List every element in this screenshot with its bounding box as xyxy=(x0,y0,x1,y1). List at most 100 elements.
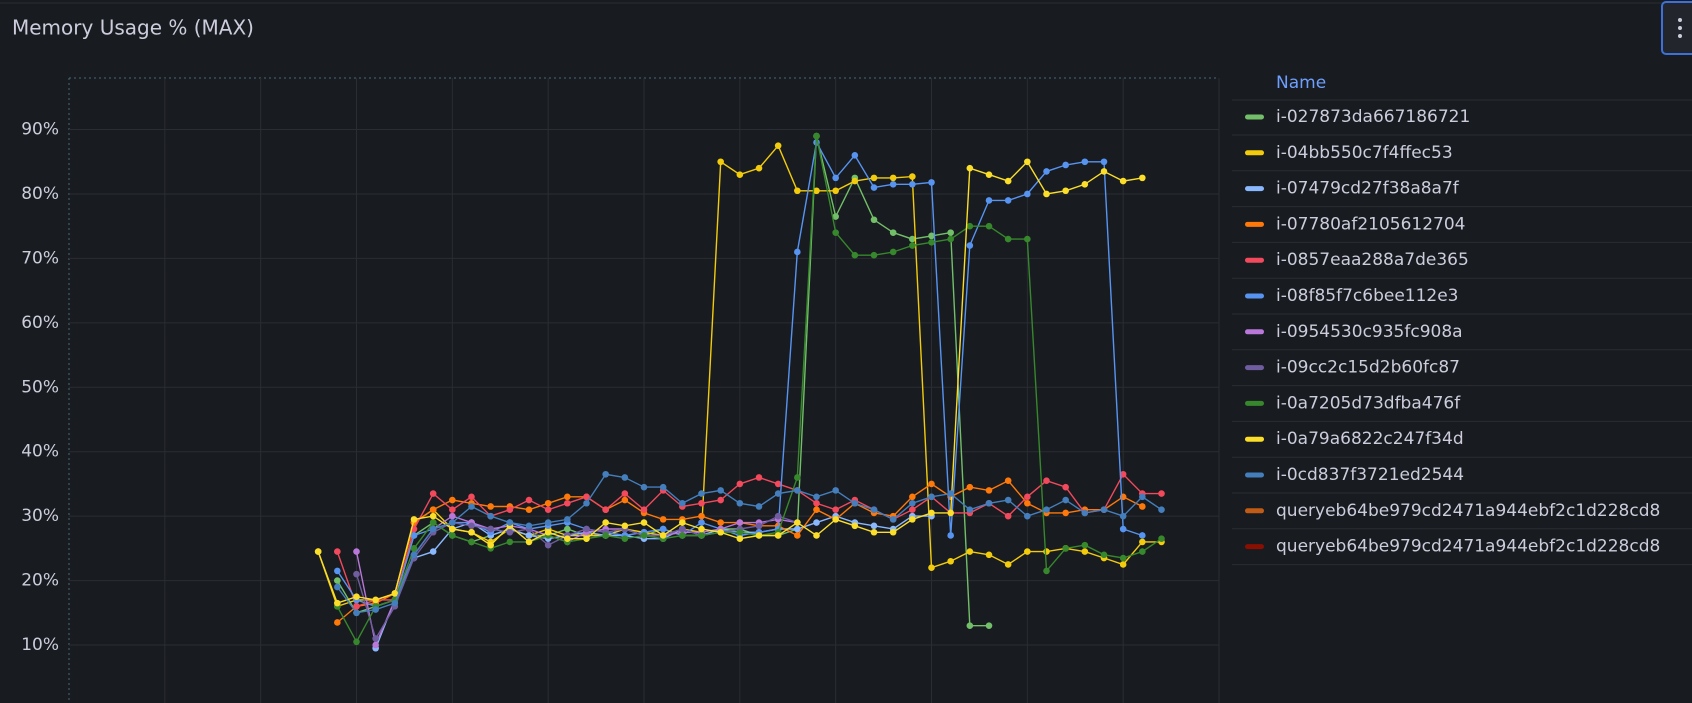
data-point xyxy=(1081,181,1089,188)
data-point xyxy=(966,483,974,491)
data-point xyxy=(429,512,437,520)
legend-swatch xyxy=(1245,436,1264,442)
data-point xyxy=(698,519,705,526)
data-point xyxy=(755,522,763,530)
data-point xyxy=(353,570,360,578)
data-point xyxy=(851,499,859,507)
legend-item[interactable]: i-0a79a6822c247f34d xyxy=(1232,429,1692,458)
data-point xyxy=(774,480,782,488)
data-point xyxy=(410,545,418,552)
data-point xyxy=(525,538,533,546)
data-point xyxy=(314,548,322,555)
data-point xyxy=(1043,548,1050,555)
data-point xyxy=(966,548,974,555)
data-point xyxy=(1004,477,1012,485)
legend-item[interactable]: i-0cd837f3721ed2544 xyxy=(1232,465,1692,494)
data-point xyxy=(794,187,801,195)
data-point xyxy=(1062,483,1069,491)
data-point xyxy=(564,516,571,523)
legend-item[interactable]: i-0954530c935fc908a xyxy=(1232,322,1692,351)
data-point xyxy=(449,512,456,520)
data-point xyxy=(717,528,724,536)
data-point xyxy=(1043,190,1050,198)
legend-item[interactable]: i-09cc2c15d2b60fc87 xyxy=(1232,358,1692,387)
data-point xyxy=(1043,506,1050,514)
legend-item[interactable]: queryeb64be979cd2471a944ebf2c1d228cd8 xyxy=(1232,501,1692,530)
legend-item[interactable]: i-04bb550c7f4ffec53 xyxy=(1232,143,1692,172)
data-point xyxy=(1139,538,1146,546)
data-point xyxy=(487,512,494,520)
legend-header[interactable]: Name xyxy=(1276,73,1326,93)
series-line xyxy=(336,135,1162,644)
data-point xyxy=(947,229,954,236)
data-point xyxy=(659,532,667,539)
data-point xyxy=(985,622,993,629)
data-point xyxy=(928,564,935,571)
data-point xyxy=(506,506,514,514)
data-point xyxy=(736,528,744,536)
series-line xyxy=(317,160,1143,604)
data-point xyxy=(794,519,801,526)
y-tick-label: 20% xyxy=(21,571,59,591)
data-point xyxy=(525,532,533,539)
legend-label: queryeb64be979cd2471a944ebf2c1d228cd8 xyxy=(1276,537,1660,557)
data-point xyxy=(1139,532,1146,539)
data-point xyxy=(870,528,878,536)
data-point xyxy=(525,496,533,504)
menu-button[interactable] xyxy=(1661,1,1692,55)
legend-label: i-0cd837f3721ed2544 xyxy=(1276,465,1464,485)
data-point xyxy=(870,184,878,191)
legend-item[interactable]: i-07780af2105612704 xyxy=(1232,214,1692,243)
data-point xyxy=(1081,158,1089,166)
data-point xyxy=(794,474,801,481)
legend-item[interactable]: i-08f85f7c6bee112e3 xyxy=(1232,286,1692,315)
panel-menu[interactable] xyxy=(1661,1,1692,55)
data-point xyxy=(583,525,590,533)
data-point xyxy=(870,216,878,224)
legend-swatch xyxy=(1245,365,1264,371)
legend-item[interactable]: i-027873da667186721 xyxy=(1232,107,1692,136)
legend-label: i-0a7205d73dfba476f xyxy=(1276,393,1461,413)
legend-label: i-0a79a6822c247f34d xyxy=(1276,429,1464,449)
data-point xyxy=(985,487,993,494)
data-point xyxy=(353,638,360,646)
data-point xyxy=(1062,496,1069,504)
panel-title: Memory Usage % (MAX) xyxy=(12,16,254,40)
legend-item[interactable]: i-0a7205d73dfba476f xyxy=(1232,393,1692,422)
data-point xyxy=(410,516,418,523)
data-point xyxy=(736,171,744,178)
data-point xyxy=(1158,490,1165,497)
data-point xyxy=(736,535,744,542)
data-point xyxy=(429,525,437,533)
legend-swatch xyxy=(1245,257,1264,263)
data-point xyxy=(794,525,801,533)
data-point xyxy=(410,551,418,559)
data-point xyxy=(698,512,705,520)
data-point xyxy=(755,532,763,539)
data-point xyxy=(985,197,993,204)
data-point xyxy=(813,519,820,526)
data-point xyxy=(506,528,514,536)
data-point xyxy=(1119,470,1127,478)
legend-label: i-0954530c935fc908a xyxy=(1276,322,1463,342)
data-point xyxy=(564,525,571,533)
data-point xyxy=(468,522,475,530)
data-point xyxy=(621,535,629,542)
data-point xyxy=(583,493,590,501)
data-point xyxy=(1004,177,1012,185)
data-point xyxy=(487,525,494,533)
data-point xyxy=(870,522,878,530)
legend-item[interactable]: i-0857eaa288a7de365 xyxy=(1232,250,1692,279)
data-point xyxy=(679,525,686,533)
legend-item[interactable]: i-07479cd27f38a8a7f xyxy=(1232,179,1692,208)
data-point xyxy=(736,519,744,526)
data-point xyxy=(909,235,916,243)
data-point xyxy=(870,174,878,182)
legend-item[interactable]: queryeb64be979cd2471a944ebf2c1d228cd8 xyxy=(1232,537,1692,566)
data-point xyxy=(1062,509,1069,517)
data-point xyxy=(755,474,763,481)
data-point xyxy=(794,248,801,256)
data-point xyxy=(928,493,935,501)
data-point xyxy=(1004,235,1012,243)
data-point xyxy=(468,538,475,546)
